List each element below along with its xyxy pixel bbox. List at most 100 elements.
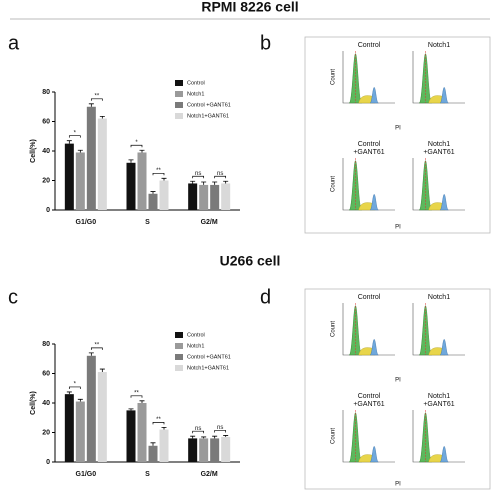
histogram-axes <box>342 51 395 104</box>
flow-frame <box>304 36 491 234</box>
y-tick-label: 80 <box>42 341 50 348</box>
legend-swatch <box>175 343 183 349</box>
significance-label: * <box>135 140 138 146</box>
bar <box>97 372 107 462</box>
bar <box>210 438 220 462</box>
bar <box>86 106 96 210</box>
sample-label: Control <box>358 393 381 400</box>
legend-swatch <box>175 80 183 86</box>
y-tick-label: 0 <box>46 207 50 214</box>
legend-swatch <box>175 354 183 360</box>
significance-label: ** <box>94 93 99 99</box>
pi-label: PI <box>395 225 401 231</box>
bar <box>75 152 85 210</box>
sample-label: Notch1 <box>428 141 450 148</box>
bar <box>188 183 198 210</box>
bar <box>126 162 136 210</box>
error-bar <box>66 140 72 144</box>
sample-label: +GANT61 <box>423 149 454 156</box>
histogram <box>412 158 465 211</box>
bar <box>75 401 85 462</box>
legend-label: Notch1 <box>187 343 204 349</box>
panel-label: d <box>260 286 271 308</box>
histogram-axes <box>342 303 395 356</box>
error-bar <box>99 115 105 119</box>
significance-label: ns <box>217 425 223 431</box>
histogram <box>342 158 395 211</box>
sample-label: Notch1 <box>428 42 450 49</box>
error-bar <box>161 426 167 430</box>
bar <box>64 143 74 210</box>
error-bar <box>190 180 196 184</box>
x-tick-label: S <box>145 471 150 478</box>
error-bar <box>128 159 134 163</box>
g2-peak <box>439 87 449 104</box>
bar <box>221 436 231 462</box>
significance-bracket <box>192 175 205 179</box>
error-bar <box>77 149 83 153</box>
sample-label: Control <box>358 294 381 301</box>
error-bar <box>128 408 134 411</box>
significance-bracket <box>90 98 103 101</box>
count-label: Count <box>331 69 337 85</box>
sample-label: Notch1 <box>428 393 450 400</box>
histogram <box>412 303 465 356</box>
legend-swatch <box>175 91 183 97</box>
histogram-axes <box>342 410 395 463</box>
legend-label: Control <box>187 80 205 86</box>
error-bar <box>223 435 229 437</box>
significance-bracket <box>152 421 165 425</box>
error-bar <box>150 442 156 446</box>
g2-peak <box>369 446 379 463</box>
legend-label: Control +GANT61 <box>187 102 231 108</box>
legend-label: Notch1+GANT61 <box>187 365 229 371</box>
histogram <box>412 410 465 463</box>
error-bar <box>201 181 207 185</box>
significance-bracket <box>68 386 81 389</box>
flow-frame <box>304 288 491 490</box>
error-bar <box>201 436 207 439</box>
significance-bracket <box>130 395 143 398</box>
histogram <box>342 51 395 104</box>
legend-label: Notch1+GANT61 <box>187 113 229 119</box>
bar <box>126 410 136 462</box>
histogram-axes <box>412 303 465 356</box>
sample-label: Control <box>358 141 381 148</box>
sample-label: +GANT61 <box>353 149 384 156</box>
bar <box>86 355 96 462</box>
significance-label: ** <box>156 168 161 174</box>
significance-label: ns <box>217 171 223 177</box>
error-bar <box>190 435 196 439</box>
pi-label: PI <box>395 482 401 488</box>
error-bar <box>161 177 167 181</box>
error-bar <box>88 352 94 356</box>
y-axis-label: Cell(%) <box>30 139 37 163</box>
x-tick-label: S <box>145 219 150 226</box>
sample-label: Notch1 <box>428 294 450 301</box>
g2-peak <box>439 194 449 211</box>
pi-label: PI <box>395 378 401 384</box>
legend-label: Control <box>187 332 205 338</box>
x-tick-label: G2/M <box>201 471 218 478</box>
significance-label: ** <box>94 342 99 348</box>
bar <box>159 429 169 462</box>
significance-label: * <box>74 382 77 388</box>
y-tick-label: 20 <box>42 429 50 436</box>
bar <box>64 394 74 462</box>
x-tick-label: G1/G0 <box>76 471 97 478</box>
significance-label: ** <box>156 417 161 423</box>
significance-label: * <box>74 130 77 136</box>
histogram-axes <box>412 158 465 211</box>
g2-peak <box>369 339 379 356</box>
y-tick-label: 40 <box>42 148 50 155</box>
pi-label: PI <box>395 126 401 132</box>
legend-swatch <box>175 113 183 119</box>
sample-label: +GANT61 <box>423 401 454 408</box>
error-bar <box>66 391 72 395</box>
bar <box>188 438 198 462</box>
count-label: Count <box>331 176 337 192</box>
bar <box>97 118 107 210</box>
error-bar <box>139 400 145 403</box>
histogram-axes <box>412 410 465 463</box>
